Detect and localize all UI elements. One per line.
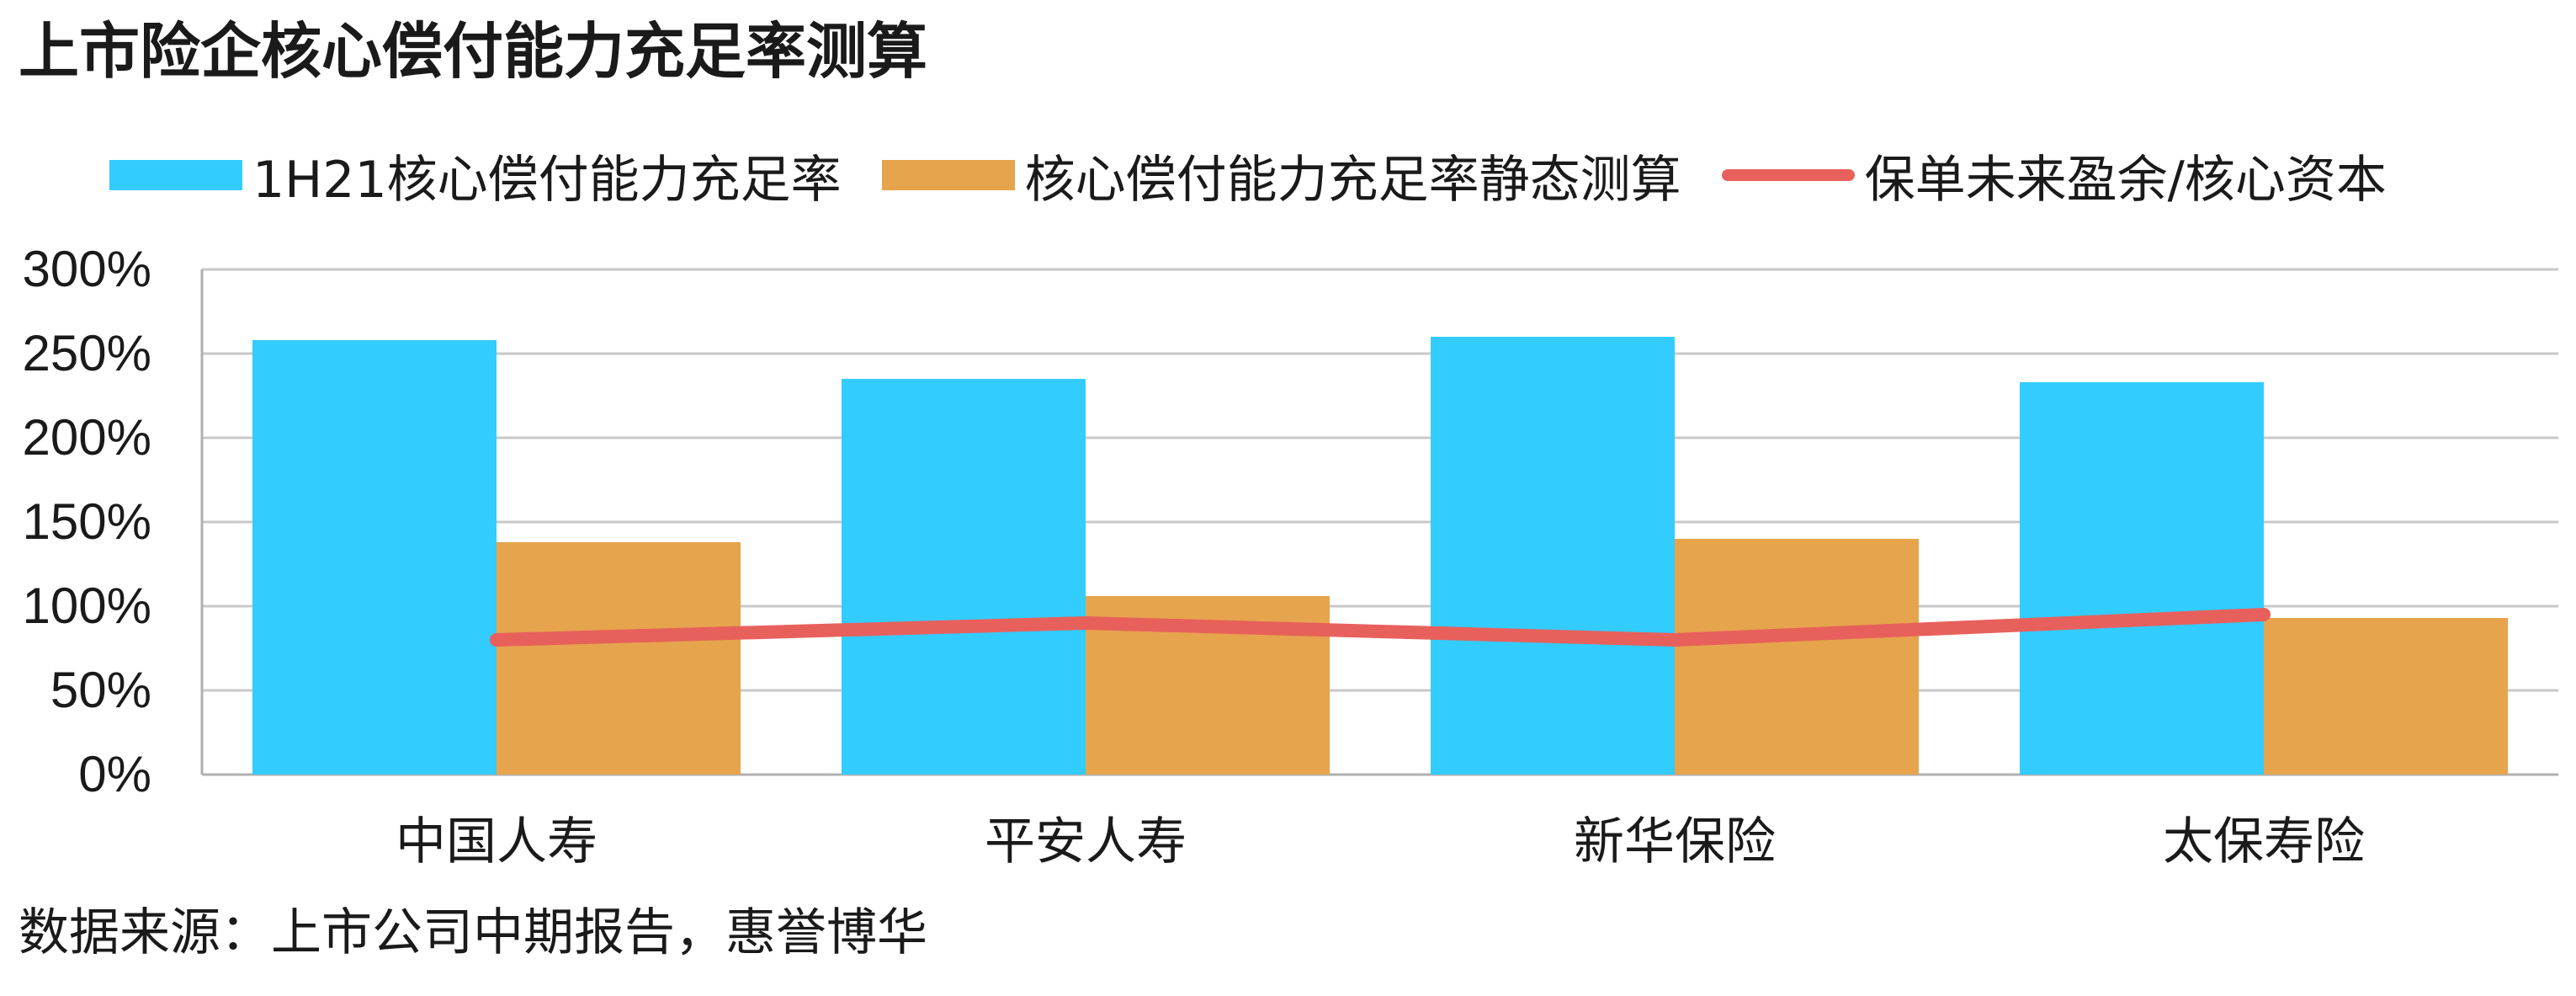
x-category-label: 新华保险: [1574, 812, 1776, 871]
bar-series-1: [2020, 382, 2264, 775]
legend-swatch-series-2: [881, 160, 1015, 190]
x-category-label: 太保寿险: [2163, 812, 2365, 871]
bar-series-1: [252, 340, 497, 775]
legend-swatch-series-1: [109, 160, 242, 190]
y-tick-label: 150%: [23, 493, 151, 550]
chart-title: 上市险企核心偿付能力充足率测算: [19, 15, 928, 87]
legend-item-series-2: 核心偿付能力充足率静态测算: [881, 139, 1681, 212]
y-tick-label: 250%: [23, 325, 151, 381]
legend-label-series-3: 保单未来盈余/核心资本: [1864, 150, 2387, 210]
line-series-3: [490, 608, 2271, 647]
x-category-label: 中国人寿: [396, 812, 598, 871]
data-source-note: 数据来源：上市公司中期报告，惠誉博华: [19, 903, 927, 962]
bar-series-1: [842, 379, 1086, 775]
chart-legend: 1H21核心偿付能力充足率 核心偿付能力充足率静态测算 保单未来盈余/核心资本: [109, 139, 2387, 212]
line-series-3-point: [1668, 633, 1681, 647]
y-tick-label: 200%: [23, 409, 151, 466]
legend-label-series-2: 核心偿付能力充足率静态测算: [1024, 150, 1681, 210]
legend-line-series-3: [1721, 169, 1855, 181]
y-tick-label: 100%: [23, 578, 151, 634]
x-category-label: 平安人寿: [985, 812, 1187, 871]
line-series-3-point: [2257, 608, 2271, 621]
legend-item-series-3: 保单未来盈余/核心资本: [1721, 139, 2387, 212]
bar-series-1: [1431, 337, 1675, 775]
y-tick-label: 0%: [78, 746, 151, 802]
line-series-3-point: [490, 633, 503, 647]
line-series-3-point: [1079, 616, 1092, 630]
bar-series-2: [497, 542, 741, 775]
legend-item-series-1: 1H21核心偿付能力充足率: [109, 139, 842, 212]
y-tick-label: 300%: [23, 241, 151, 297]
y-tick-label: 50%: [50, 662, 151, 718]
legend-label-series-1: 1H21核心偿付能力充足率: [252, 150, 842, 210]
bar-series-2: [1675, 539, 1919, 775]
bar-series-2: [2264, 618, 2508, 775]
